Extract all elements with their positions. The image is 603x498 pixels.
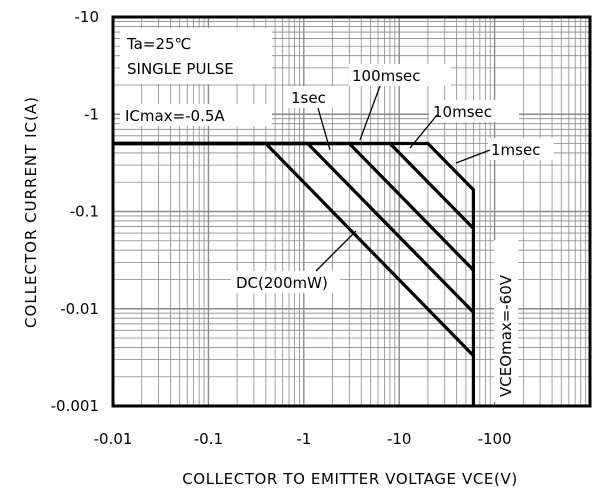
leader-1msec [455,149,491,164]
icmax-label: ICmax=-0.5A [125,107,225,125]
condition-pulse: SINGLE PULSE [127,60,234,78]
vceomax-label: VCEOmax=-60V [497,274,515,397]
y-tick-label: -10 [75,8,100,26]
x-axis-title: COLLECTOR TO EMITTER VOLTAGE VCE(V) [182,470,518,488]
leader-1sec [317,107,331,151]
leader-10msec [409,114,438,149]
x-tick-label: -0.1 [194,430,223,448]
label-dc: DC(200mW) [236,274,328,292]
y-tick-labels: -10 -1 -0.1 -0.01 -0.001 [51,8,99,415]
safe-operating-area-curves [113,141,475,406]
vceomax-box [494,240,518,402]
label-box-1msec [488,138,554,160]
label-leader-lines [315,85,491,272]
y-tick-label: -0.1 [70,203,99,221]
x-tick-label: -10 [387,430,412,448]
label-box-100msec [349,64,451,86]
conditions-box [120,28,272,84]
y-tick-label: -0.01 [60,300,99,318]
label-box-1sec [287,86,337,108]
x-tick-label: -100 [478,430,512,448]
x-tick-labels: -0.01 -0.1 -1 -10 -100 [94,430,512,448]
x-tick-label: -0.01 [94,430,133,448]
y-tick-label: -1 [84,105,99,123]
label-1sec: 1sec [291,89,326,107]
label-10msec: 10msec [433,103,492,121]
y-axis-title: COLLECTOR CURRENT IC(A) [22,96,40,328]
series-line-4 [113,141,475,406]
label-box-dc [231,271,340,293]
label-1msec: 1msec [491,141,540,159]
leader-dc [315,230,357,272]
y-tick-label: -0.001 [51,397,99,415]
label-100msec: 100msec [352,67,421,85]
leader-100msec [359,85,381,141]
x-tick-label: -1 [296,430,311,448]
icmax-box [120,104,272,126]
condition-temperature: Ta=25℃ [126,35,191,53]
label-box-10msec [429,100,519,122]
plot-frame [111,15,592,408]
